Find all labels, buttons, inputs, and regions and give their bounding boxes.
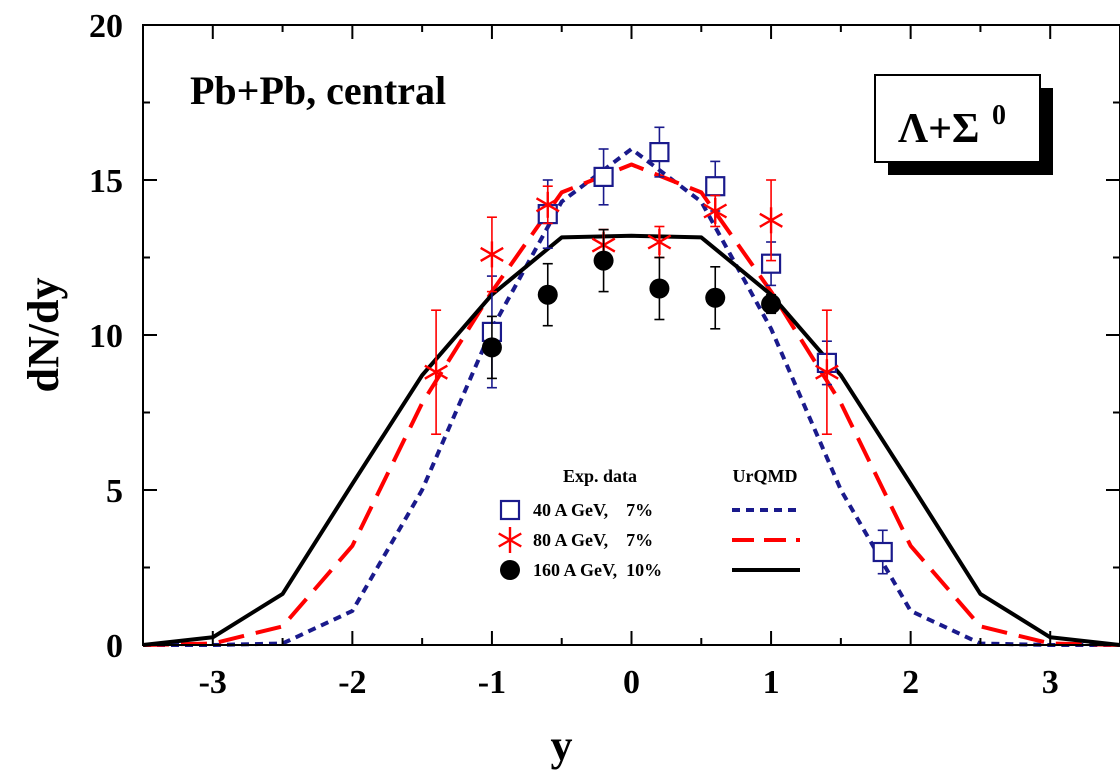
data-series-2 — [424, 179, 839, 436]
legend-data-header: Exp. data — [563, 466, 637, 486]
data-point — [703, 194, 728, 228]
x-tick-label: 3 — [1042, 664, 1059, 701]
marker-circle — [481, 337, 502, 358]
legend-model-header: UrQMD — [733, 466, 798, 486]
marker-circle — [500, 560, 520, 580]
data-point — [537, 262, 558, 327]
data-point — [815, 309, 839, 436]
marker-square — [593, 166, 614, 187]
system-label: Pb+Pb, central — [190, 68, 446, 113]
marker-square — [499, 499, 521, 521]
marker — [649, 142, 670, 163]
data-point — [872, 529, 893, 575]
marker — [705, 287, 726, 308]
y-axis-label: dN/dy — [19, 278, 68, 393]
y-tick-label: 20 — [89, 8, 123, 45]
legend-marker — [498, 527, 522, 553]
y-tick-label: 10 — [89, 318, 123, 355]
axes: -3 -2 -1 0 1 2 3 0 5 10 15 20 y dN/dy — [19, 8, 1120, 770]
marker-asterisk-arm — [424, 364, 448, 380]
x-tick-label: -2 — [338, 664, 366, 701]
marker — [481, 337, 502, 358]
legend-label: 160 A GeV, 10% — [533, 560, 662, 580]
marker-square — [872, 541, 893, 563]
legend: Exp. data UrQMD 40 A GeV, 7% 80 A GeV, 7% 16… — [498, 466, 800, 580]
marker-circle — [649, 278, 670, 299]
data-point — [593, 148, 614, 206]
data-point — [705, 265, 726, 330]
marker-asterisk-arm — [535, 197, 560, 213]
y-tick-label: 0 — [106, 628, 123, 665]
data-point — [649, 126, 670, 178]
y-tick-label: 5 — [106, 473, 123, 510]
data-point — [649, 256, 670, 321]
marker — [647, 229, 672, 255]
legend-marker — [500, 560, 520, 580]
marker-circle — [705, 287, 726, 308]
marker — [759, 207, 783, 234]
model-curve-1 — [143, 147, 1120, 647]
marker — [593, 166, 614, 187]
legend-entry: 80 A GeV, 7% — [498, 527, 800, 553]
model-curves — [142, 147, 1120, 647]
marker — [703, 198, 728, 224]
marker-asterisk-arm — [480, 246, 504, 262]
marker — [705, 176, 726, 197]
particle-superscript: 0 — [992, 100, 1006, 131]
particle-label: Λ+Σ — [898, 106, 980, 152]
data-point — [480, 216, 504, 293]
marker-circle — [537, 284, 558, 305]
marker — [815, 359, 839, 386]
marker — [537, 284, 558, 305]
legend-label: 40 A GeV, 7% — [533, 500, 653, 520]
data-point — [647, 225, 672, 259]
y-tick-label: 15 — [89, 163, 123, 200]
annotations: Pb+Pb, central Λ+Σ 0 — [190, 68, 1053, 175]
x-tick-label: 2 — [902, 664, 919, 701]
marker-asterisk-arm — [759, 212, 783, 228]
data-point — [535, 185, 560, 225]
data-series-3 — [481, 228, 782, 380]
legend-label: 80 A GeV, 7% — [533, 530, 653, 550]
data-point — [424, 309, 448, 436]
marker-circle — [761, 294, 782, 314]
marker — [593, 250, 614, 271]
marker-asterisk-arm — [815, 364, 839, 380]
marker — [480, 241, 504, 268]
x-tick-label: 1 — [763, 664, 780, 701]
marker — [535, 191, 560, 218]
x-axis-label: y — [551, 721, 573, 770]
marker — [424, 359, 448, 386]
x-tick-label: 0 — [623, 664, 640, 701]
marker-square — [649, 142, 670, 163]
legend-marker — [499, 499, 521, 521]
model-curve-3 — [142, 233, 1120, 647]
data-point — [759, 179, 783, 262]
marker — [649, 278, 670, 299]
particle-box — [874, 74, 1041, 163]
marker-square — [705, 176, 726, 197]
legend-entry: 160 A GeV, 10% — [500, 560, 800, 580]
x-tick-label: -3 — [199, 664, 227, 701]
data-points — [424, 126, 893, 575]
marker-circle — [593, 250, 614, 271]
marker — [761, 294, 782, 314]
legend-entry: 40 A GeV, 7% — [499, 499, 800, 521]
data-point — [481, 315, 502, 380]
x-tick-label: -1 — [478, 664, 506, 701]
marker — [872, 541, 893, 563]
model-curve-2 — [142, 162, 1120, 647]
marker-asterisk-arm — [647, 234, 672, 250]
marker-asterisk-arm — [498, 532, 522, 548]
data-point — [593, 228, 614, 293]
data-point — [761, 293, 782, 315]
marker-asterisk-arm — [703, 203, 728, 219]
